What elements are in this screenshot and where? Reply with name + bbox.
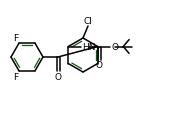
Text: F: F [13,33,18,42]
Text: F: F [13,73,18,82]
Text: O: O [111,43,118,52]
Text: O: O [96,61,103,70]
Text: Cl: Cl [83,17,92,26]
Text: HN: HN [82,43,96,52]
Text: O: O [54,72,62,81]
